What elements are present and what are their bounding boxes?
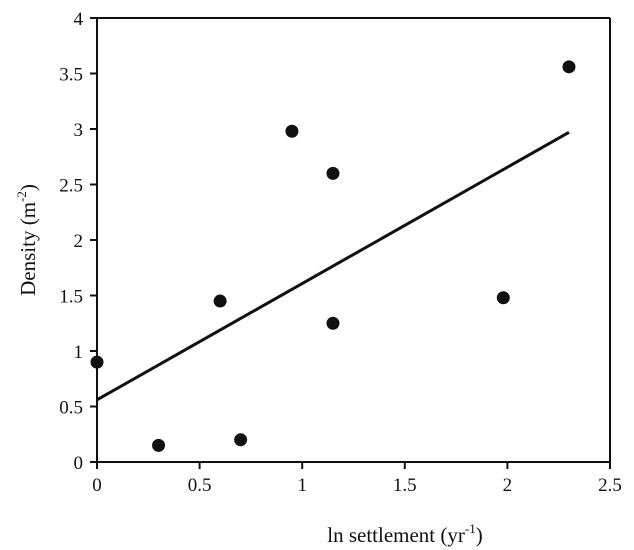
y-tick-label: 4 <box>74 9 84 30</box>
y-tick-label: 1.5 <box>59 287 83 308</box>
data-point <box>213 294 227 308</box>
y-tick-label: 0.5 <box>59 398 83 419</box>
x-tick-label: 0.5 <box>188 475 212 496</box>
data-point <box>496 291 510 305</box>
y-axis-title: Density (m-2) <box>14 184 40 296</box>
data-point <box>326 166 340 180</box>
y-tick-label: 2 <box>74 231 84 252</box>
x-tick-label: 1.5 <box>393 475 417 496</box>
plot-area <box>96 17 611 463</box>
trend-line-group <box>96 131 570 402</box>
trend-line <box>96 131 570 402</box>
x-tick-label: 2.5 <box>598 475 622 496</box>
y-tick-label: 3 <box>74 120 84 141</box>
y-tick-label: 2.5 <box>59 176 83 197</box>
data-point <box>90 355 104 369</box>
x-tick-label: 1 <box>297 475 307 496</box>
x-tick-label: 0 <box>92 475 102 496</box>
x-axis-ticks: 0 0.5 1 1.5 2 2.5 <box>92 462 622 496</box>
y-tick-label: 0 <box>74 453 84 474</box>
data-point <box>326 316 340 330</box>
data-point <box>152 438 166 452</box>
data-points <box>90 60 576 452</box>
y-tick-label: 3.5 <box>59 65 83 86</box>
x-axis-title: ln settlement (yr-1) <box>327 521 482 547</box>
data-point <box>562 60 576 74</box>
y-axis-ticks: 0 0.5 1 1.5 2 2.5 3 3.5 4 <box>59 9 97 474</box>
data-point <box>285 124 299 138</box>
y-tick-label: 1 <box>74 342 84 363</box>
x-tick-label: 2 <box>503 475 513 496</box>
data-point <box>234 433 248 447</box>
